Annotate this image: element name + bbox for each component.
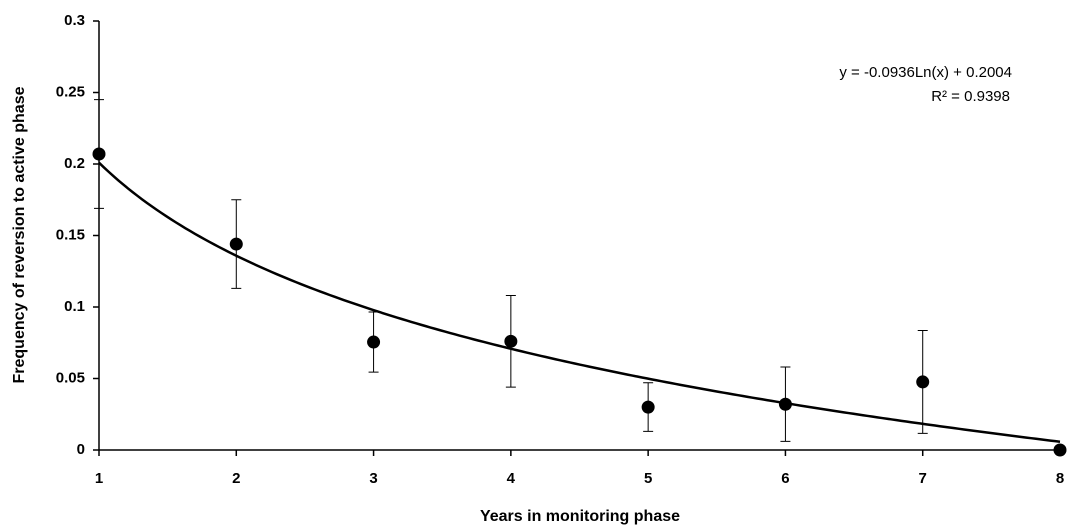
y-tick-label: 0.25 bbox=[56, 83, 85, 100]
y-tick-label: 0.15 bbox=[56, 226, 85, 243]
trendline bbox=[98, 161, 1061, 444]
x-tick-label: 7 bbox=[919, 470, 927, 487]
point bbox=[916, 375, 930, 389]
x-axis-title: Years in monitoring phase bbox=[480, 508, 680, 525]
x-tick-label: 4 bbox=[507, 470, 516, 487]
y-axis-title: Frequency of reversion to active phase bbox=[11, 86, 28, 383]
point bbox=[92, 147, 106, 161]
y-tick-label: 0.1 bbox=[64, 298, 85, 315]
point bbox=[778, 397, 792, 411]
x-tick-label: 2 bbox=[232, 470, 240, 487]
x-tick-label: 6 bbox=[781, 470, 789, 487]
r-squared: R² = 0.9398 bbox=[931, 88, 1010, 105]
x-tick-label: 3 bbox=[369, 470, 377, 487]
x-tick-label: 1 bbox=[95, 470, 103, 487]
equation: y = -0.0936Ln(x) + 0.2004 bbox=[839, 64, 1012, 81]
point bbox=[229, 237, 243, 251]
x-tick-label: 8 bbox=[1056, 470, 1064, 487]
y-tick-label: 0.3 bbox=[64, 12, 85, 29]
point bbox=[641, 400, 655, 414]
y-tick-label: 0.2 bbox=[64, 155, 85, 172]
point bbox=[367, 335, 381, 349]
y-tick-label: 0.05 bbox=[56, 369, 85, 386]
y-tick-label: 0 bbox=[77, 441, 85, 458]
point bbox=[1053, 443, 1067, 457]
x-tick-label: 5 bbox=[644, 470, 652, 487]
point bbox=[504, 334, 518, 348]
